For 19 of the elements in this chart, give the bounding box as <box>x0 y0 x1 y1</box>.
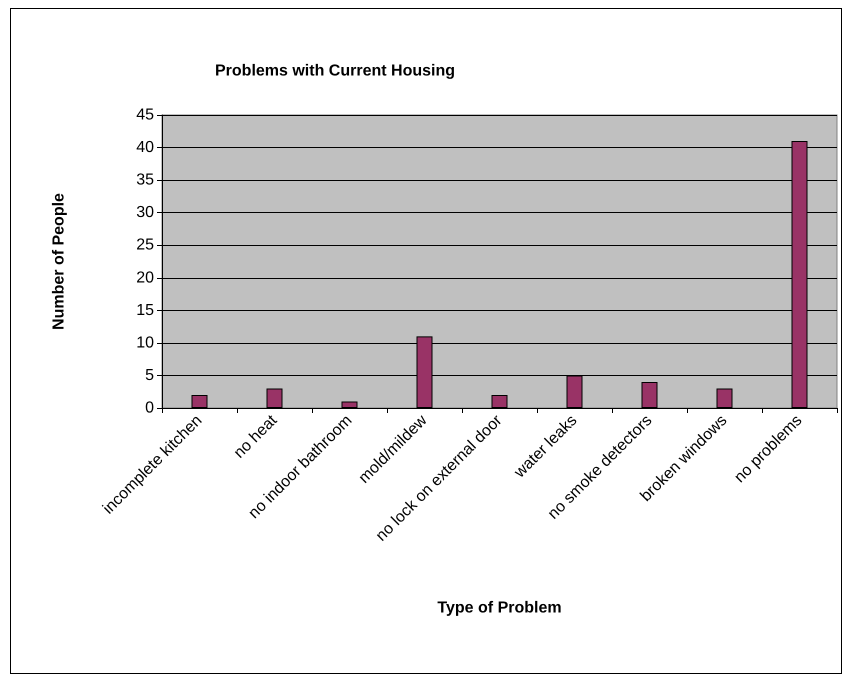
bar <box>266 388 282 408</box>
y-tick-label: 0 <box>145 400 154 416</box>
y-tick-label: 15 <box>136 302 154 319</box>
y-tick-label: 30 <box>136 204 154 222</box>
y-tick-label: 5 <box>145 366 154 384</box>
bar <box>642 382 658 408</box>
y-tick-label: 25 <box>136 236 154 254</box>
y-axis-title: Number of People <box>50 192 68 330</box>
y-tick-label: 10 <box>136 334 154 352</box>
y-tick-label: 35 <box>136 172 154 189</box>
x-axis-title: Type of Problem <box>437 600 562 616</box>
y-tick-label: 20 <box>136 269 154 286</box>
bar <box>492 394 508 408</box>
y-tick-label: 40 <box>136 139 154 156</box>
bar <box>192 394 208 408</box>
chart-title: Problems with Current Housing <box>214 62 456 80</box>
y-tick-label: 45 <box>136 106 154 124</box>
bar <box>716 388 732 408</box>
bar <box>342 401 358 408</box>
